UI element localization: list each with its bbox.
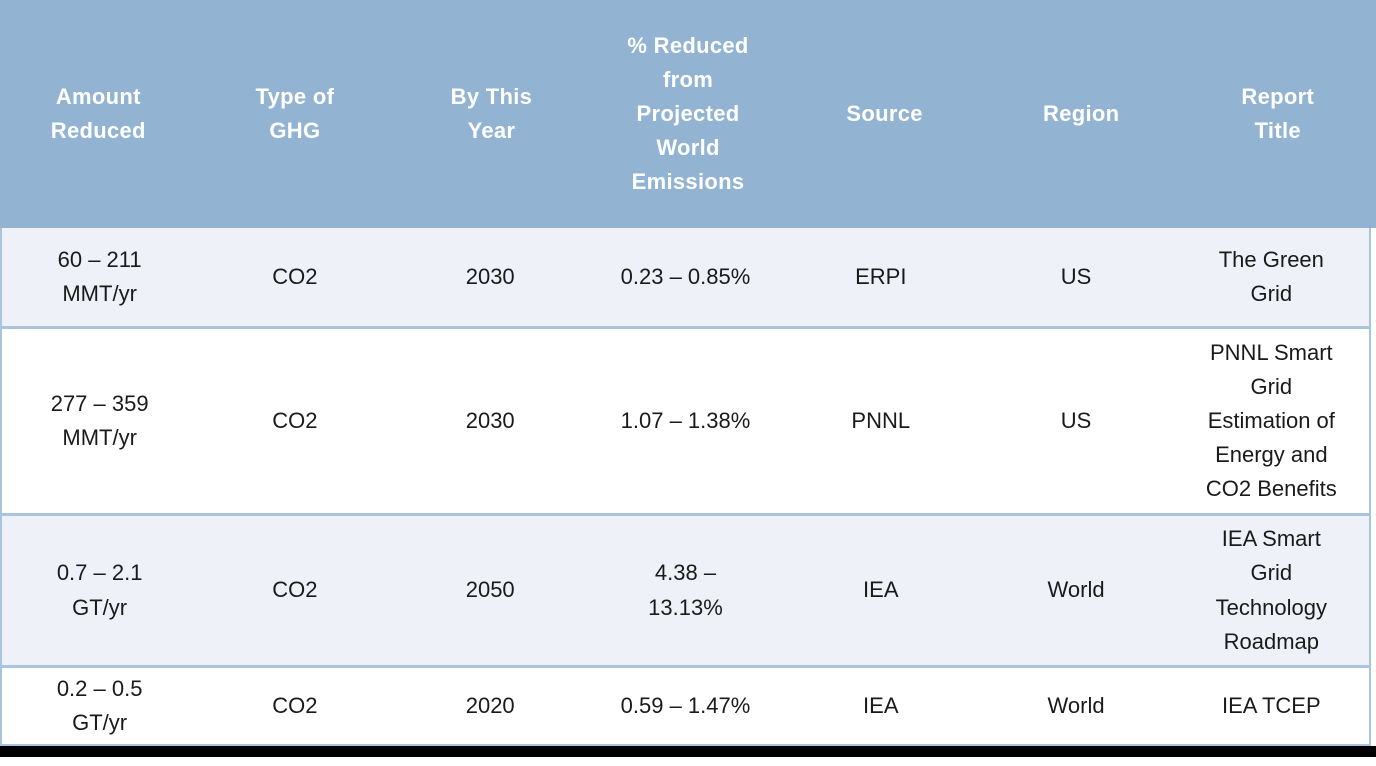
cell-type-of-ghg: CO2 <box>272 577 318 603</box>
cell-region: World <box>1047 692 1105 718</box>
column-header-source: Source <box>846 100 923 126</box>
cell-pct-reduced: 0.23 – 0.85% <box>620 263 751 289</box>
column-header-pct-reduced: % Reduced from Projected World Emissions <box>627 32 749 195</box>
cell-region: US <box>1060 263 1092 289</box>
cell-report-title: IEA TCEP <box>1222 692 1321 718</box>
cell-report-title: The Green Grid <box>1218 246 1324 306</box>
table-row: 0.7 – 2.1 GT/yr CO2 2050 4.38 – 13.13% I… <box>2 513 1369 665</box>
cell-amount-reduced: 0.7 – 2.1 GT/yr <box>56 560 143 620</box>
table-row: 0.2 – 0.5 GT/yr CO2 2020 0.59 – 1.47% IE… <box>2 665 1369 744</box>
cell-amount-reduced: 60 – 211 MMT/yr <box>57 246 142 306</box>
cell-by-this-year: 2050 <box>465 577 515 603</box>
table-header-row: Amount Reduced Type of GHG By This Year … <box>0 0 1376 228</box>
table-bottom-border <box>0 746 1376 757</box>
column-header-by-this-year: By This Year <box>450 83 533 143</box>
cell-report-title: PNNL Smart Grid Estimation of Energy and… <box>1205 339 1337 502</box>
cell-pct-reduced: 1.07 – 1.38% <box>620 407 751 433</box>
cell-source: IEA <box>863 692 899 718</box>
cell-by-this-year: 2030 <box>465 263 515 289</box>
cell-source: ERPI <box>855 263 907 289</box>
cell-region: World <box>1047 577 1105 603</box>
cell-type-of-ghg: CO2 <box>272 263 318 289</box>
column-header-amount-reduced: Amount Reduced <box>50 83 146 143</box>
column-header-type-of-ghg: Type of GHG <box>255 83 335 143</box>
cell-pct-reduced: 0.59 – 1.47% <box>620 692 751 718</box>
column-header-region: Region <box>1043 100 1120 126</box>
cell-by-this-year: 2020 <box>465 692 515 718</box>
cell-by-this-year: 2030 <box>465 407 515 433</box>
cell-source: IEA <box>863 577 899 603</box>
table-row: 277 – 359 MMT/yr CO2 2030 1.07 – 1.38% P… <box>2 326 1369 513</box>
cell-amount-reduced: 277 – 359 MMT/yr <box>50 390 149 450</box>
table-body: 60 – 211 MMT/yr CO2 2030 0.23 – 0.85% ER… <box>0 228 1371 746</box>
cell-type-of-ghg: CO2 <box>272 407 318 433</box>
cell-type-of-ghg: CO2 <box>272 692 318 718</box>
table-row: 60 – 211 MMT/yr CO2 2030 0.23 – 0.85% ER… <box>2 228 1369 326</box>
cell-region: US <box>1060 407 1092 433</box>
cell-pct-reduced: 4.38 – 13.13% <box>648 560 723 620</box>
cell-amount-reduced: 0.2 – 0.5 GT/yr <box>56 675 143 735</box>
column-header-report-title: Report Title <box>1241 83 1315 143</box>
cell-source: PNNL <box>851 407 911 433</box>
cell-report-title: IEA Smart Grid Technology Roadmap <box>1215 526 1327 654</box>
